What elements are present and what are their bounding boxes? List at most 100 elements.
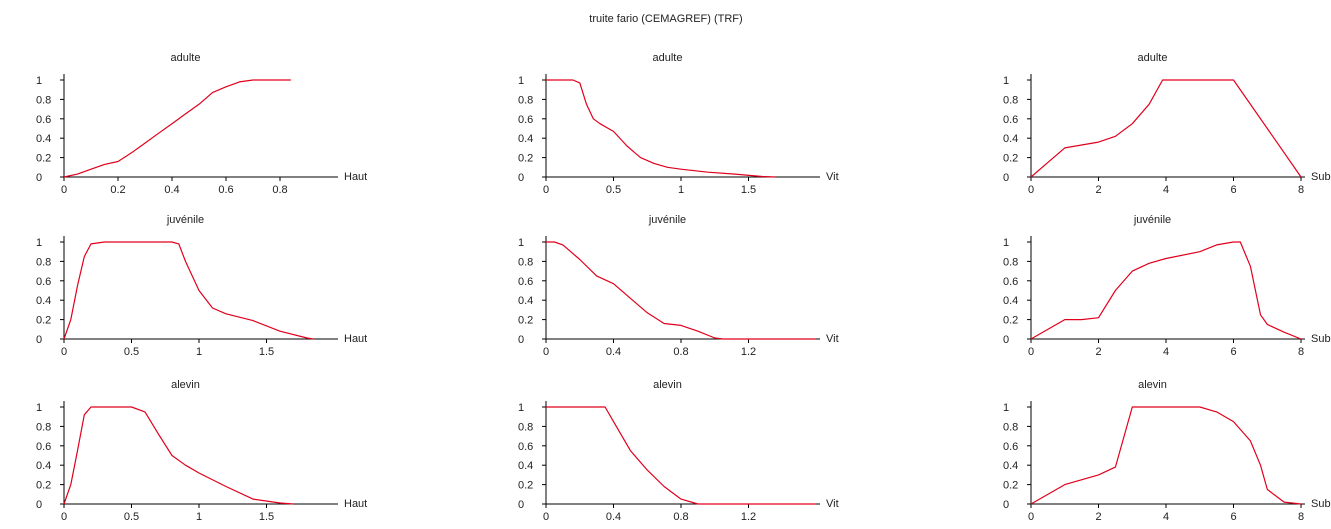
y-tick-label: 0.8 <box>36 421 51 433</box>
y-tick-label: 0.6 <box>518 114 533 126</box>
x-tick-label: 0.8 <box>272 184 287 196</box>
x-tick-label: 0 <box>1028 184 1034 196</box>
x-tick-label: 1 <box>196 511 202 523</box>
y-tick-label: 0.2 <box>518 480 533 492</box>
y-tick-label: 0.2 <box>1003 480 1018 492</box>
chart-panel: juvénile 0 0.2 0.4 0.6 0.8 1 0 2 4 6 8 Sub <box>1003 214 1331 358</box>
x-tick-label: 2 <box>1095 346 1101 358</box>
x-tick-label: 0.5 <box>124 511 139 523</box>
x-tick-label: 0 <box>61 511 67 523</box>
x-tick-label: 0.8 <box>673 511 688 523</box>
y-tick-label: 0 <box>36 172 42 184</box>
y-tick-label: 1 <box>1003 75 1009 87</box>
y-tick-label: 0.2 <box>36 315 51 327</box>
y-tick-label: 0.8 <box>36 94 51 106</box>
x-tick-label: 1.2 <box>741 346 756 358</box>
panel-title: adulte <box>653 52 683 64</box>
series-line <box>546 79 776 178</box>
y-tick-label: 0.4 <box>1003 460 1018 472</box>
chart-panel: adulte 0 0.2 0.4 0.6 0.8 1 0 0.5 1 1.5 Vit <box>518 52 839 196</box>
x-tick-label: 0 <box>543 511 549 523</box>
chart-panel: juvénile 0 0.2 0.4 0.6 0.8 1 0 0.4 0.8 1.2 Vit <box>518 214 839 358</box>
y-tick-label: 0.6 <box>36 114 51 126</box>
x-axis-label: Haut <box>344 171 367 183</box>
y-tick-label: 0.4 <box>518 295 533 307</box>
x-axis-label: Haut <box>344 498 367 510</box>
y-tick-label: 0.8 <box>1003 421 1018 433</box>
x-tick-label: 2 <box>1095 184 1101 196</box>
x-tick-label: 6 <box>1230 511 1236 523</box>
x-tick-label: 0 <box>543 184 549 196</box>
chart-panel: juvénile 0 0.2 0.4 0.6 0.8 1 0 0.5 1 1.5 Haut <box>36 214 367 358</box>
y-tick-label: 0 <box>518 334 524 346</box>
x-tick-label: 6 <box>1230 346 1236 358</box>
x-tick-label: 0.6 <box>218 184 233 196</box>
panel-title: adulte <box>1138 52 1168 64</box>
y-tick-label: 0.4 <box>1003 133 1018 145</box>
x-axis-label: Vit <box>826 333 839 345</box>
y-tick-label: 0.8 <box>1003 94 1018 106</box>
series-line <box>63 79 291 178</box>
y-tick-label: 1 <box>1003 402 1009 414</box>
y-tick-label: 1 <box>518 402 524 414</box>
x-axis-label: Sub <box>1311 333 1331 345</box>
panel-title: juvénile <box>166 214 204 226</box>
y-tick-label: 0.2 <box>36 480 51 492</box>
y-tick-label: 0.4 <box>36 133 51 145</box>
y-tick-label: 0.8 <box>1003 256 1018 268</box>
y-tick-label: 0.4 <box>1003 295 1018 307</box>
x-tick-label: 0.2 <box>110 184 125 196</box>
y-tick-label: 0.2 <box>1003 315 1018 327</box>
series-line <box>546 406 816 505</box>
chart-panel: adulte 0 0.2 0.4 0.6 0.8 1 0 0.2 0.4 0.6 0.8 Haut <box>36 52 367 196</box>
y-tick-label: 0.8 <box>36 256 51 268</box>
panel-title: juvénile <box>648 214 686 226</box>
x-tick-label: 1.5 <box>741 184 756 196</box>
y-tick-label: 0 <box>518 172 524 184</box>
x-tick-label: 4 <box>1163 346 1169 358</box>
series-line <box>1030 406 1302 505</box>
y-tick-label: 1 <box>518 75 524 87</box>
y-tick-label: 0.6 <box>1003 114 1018 126</box>
y-tick-label: 0.8 <box>518 256 533 268</box>
series-line <box>1030 79 1302 178</box>
y-tick-label: 0 <box>1003 499 1009 511</box>
chart-panel: alevin 0 0.2 0.4 0.6 0.8 1 0 0.4 0.8 1.2 Vit <box>518 379 839 523</box>
x-tick-label: 4 <box>1163 184 1169 196</box>
y-tick-label: 0.2 <box>518 315 533 327</box>
y-tick-label: 1 <box>36 237 42 249</box>
panel-title: alevin <box>653 379 682 391</box>
x-tick-label: 0 <box>1028 511 1034 523</box>
x-axis-label: Haut <box>344 333 367 345</box>
series-line <box>63 406 294 505</box>
panel-title: alevin <box>171 379 200 391</box>
x-tick-label: 1.5 <box>259 511 274 523</box>
y-tick-label: 0.6 <box>36 276 51 288</box>
panel-title: alevin <box>1138 379 1167 391</box>
x-tick-label: 0.5 <box>606 184 621 196</box>
x-tick-label: 0 <box>61 184 67 196</box>
x-tick-label: 0.4 <box>164 184 179 196</box>
x-tick-label: 0.8 <box>673 346 688 358</box>
x-axis-label: Sub <box>1311 498 1331 510</box>
y-tick-label: 0.2 <box>518 153 533 165</box>
y-tick-label: 0.8 <box>518 421 533 433</box>
y-tick-label: 0 <box>36 334 42 346</box>
x-tick-label: 8 <box>1298 184 1304 196</box>
series-line <box>1030 241 1302 340</box>
chart-panel: alevin 0 0.2 0.4 0.6 0.8 1 0 0.5 1 1.5 Haut <box>36 379 367 523</box>
x-tick-label: 1 <box>678 184 684 196</box>
y-tick-label: 0.2 <box>36 153 51 165</box>
x-tick-label: 0.4 <box>606 346 621 358</box>
series-line <box>546 241 816 340</box>
y-tick-label: 0.6 <box>36 441 51 453</box>
panel-title: adulte <box>171 52 201 64</box>
panel-title: juvénile <box>1133 214 1171 226</box>
y-tick-label: 0 <box>36 499 42 511</box>
x-tick-label: 1.2 <box>741 511 756 523</box>
chart-panel: alevin 0 0.2 0.4 0.6 0.8 1 0 2 4 6 8 Sub <box>1003 379 1331 523</box>
y-tick-label: 0.6 <box>1003 276 1018 288</box>
y-tick-label: 0 <box>518 499 524 511</box>
figure-title: truite fario (CEMAGREF) (TRF) <box>589 13 742 25</box>
